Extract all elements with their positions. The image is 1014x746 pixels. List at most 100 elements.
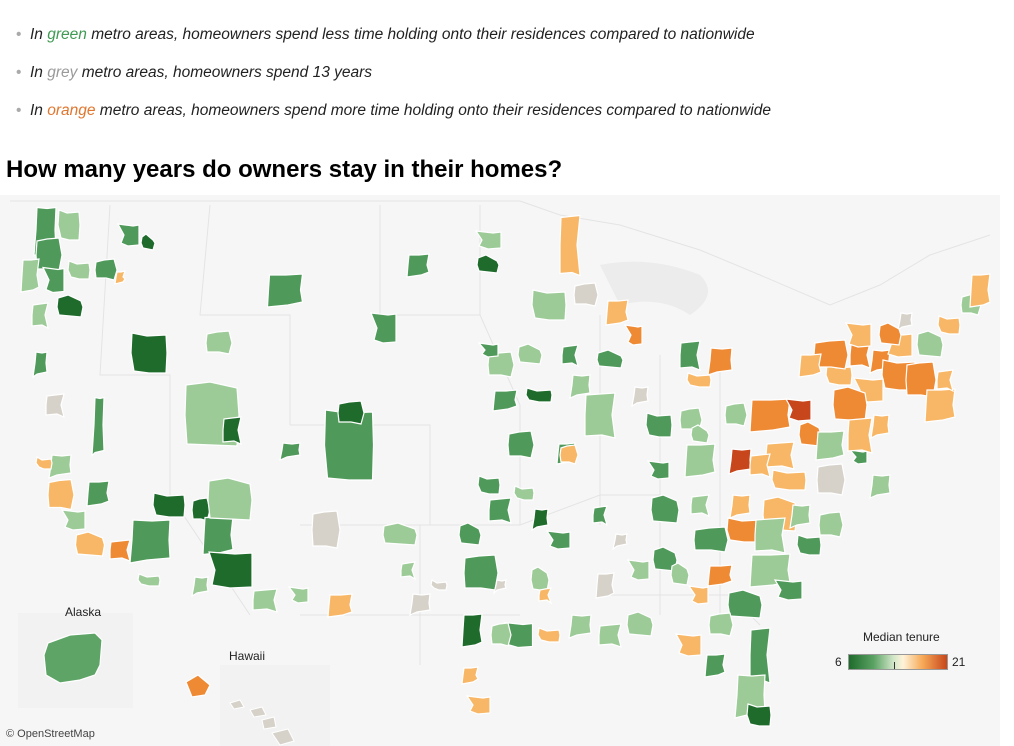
metro-area-dark-green[interactable] xyxy=(130,332,168,374)
metro-area-green[interactable] xyxy=(848,449,868,465)
metro-area-light-orange[interactable] xyxy=(847,417,873,454)
metro-area-light-green[interactable] xyxy=(57,209,81,241)
metro-area-light-green[interactable] xyxy=(869,474,891,499)
metro-area-green[interactable] xyxy=(477,475,501,495)
metro-area-grey[interactable] xyxy=(897,312,913,332)
metro-area-green[interactable] xyxy=(650,494,680,524)
metro-area-dark-orange[interactable] xyxy=(784,398,812,422)
metro-area-light-green[interactable] xyxy=(690,424,710,444)
metro-area-green[interactable] xyxy=(773,579,803,601)
metro-area-light-green[interactable] xyxy=(598,623,622,648)
metro-area-grey[interactable] xyxy=(492,579,507,595)
metro-area-light-green[interactable] xyxy=(531,289,567,321)
metro-area-green[interactable] xyxy=(94,258,118,281)
metro-area-orange[interactable] xyxy=(707,564,733,587)
metro-area-light-orange[interactable] xyxy=(461,666,479,685)
metro-area-light-green[interactable] xyxy=(513,485,535,501)
metro-area-dark-green[interactable] xyxy=(476,254,500,274)
metro-area-light-orange[interactable] xyxy=(537,627,561,643)
metro-area-orange[interactable] xyxy=(878,322,902,346)
metro-area-green[interactable] xyxy=(596,349,624,369)
metro-area-light-orange[interactable] xyxy=(924,388,956,423)
metro-area-light-green[interactable] xyxy=(252,588,278,613)
metro-area-dark-green[interactable] xyxy=(531,508,549,532)
metro-area-dark-green[interactable] xyxy=(208,551,253,589)
metro-area-light-orange[interactable] xyxy=(674,633,702,657)
metro-area-light-orange[interactable] xyxy=(771,469,807,491)
metro-area-light-green[interactable] xyxy=(207,477,253,521)
metro-area-orange[interactable] xyxy=(109,539,131,562)
metro-area-light-green[interactable] xyxy=(20,258,40,293)
metro-area-green[interactable] xyxy=(35,237,63,272)
metro-area-light-orange[interactable] xyxy=(686,372,712,388)
metro-area-dark-green[interactable] xyxy=(461,613,483,648)
openstreetmap-credit[interactable]: © OpenStreetMap xyxy=(6,728,95,740)
metro-area-light-orange[interactable] xyxy=(465,695,491,715)
metro-area-grey[interactable] xyxy=(409,593,431,616)
metro-area-grey[interactable] xyxy=(430,579,448,591)
metro-area-light-orange[interactable] xyxy=(749,453,771,478)
metro-area-light-orange[interactable] xyxy=(937,315,961,335)
metro-area-light-orange[interactable] xyxy=(559,444,579,465)
metro-area-dark-green[interactable] xyxy=(222,416,242,446)
metro-area-light-green[interactable] xyxy=(684,443,716,478)
metro-area-light-green[interactable] xyxy=(584,392,616,439)
metro-area-light-orange[interactable] xyxy=(844,322,872,348)
metro-area-light-orange[interactable] xyxy=(936,369,954,393)
metro-area-orange[interactable] xyxy=(832,386,868,422)
metro-area-light-green[interactable] xyxy=(490,622,512,647)
metro-area-light-green[interactable] xyxy=(626,559,650,581)
metro-area-dark-green[interactable] xyxy=(746,703,772,727)
metro-area-green[interactable] xyxy=(592,505,609,527)
metro-area-light-green[interactable] xyxy=(754,517,786,554)
metro-area-green[interactable] xyxy=(646,460,670,480)
metro-area-light-orange[interactable] xyxy=(870,414,890,440)
metro-area-green[interactable] xyxy=(41,266,65,294)
metro-area-green[interactable] xyxy=(507,430,535,459)
metro-area-light-green[interactable] xyxy=(487,351,515,378)
metro-area-light-orange[interactable] xyxy=(605,299,629,326)
metro-area-light-orange[interactable] xyxy=(969,273,991,308)
metro-area-light-orange[interactable] xyxy=(74,531,106,557)
metro-area-green[interactable] xyxy=(492,389,518,412)
metro-area-green[interactable] xyxy=(477,342,499,358)
metro-area-light-orange[interactable] xyxy=(729,494,751,519)
metro-area-light-green[interactable] xyxy=(31,302,49,330)
metro-area-green[interactable] xyxy=(545,530,571,550)
metro-area-orange[interactable] xyxy=(707,347,733,376)
metro-area-dark-green[interactable] xyxy=(56,294,84,318)
metro-area-light-green[interactable] xyxy=(67,260,91,280)
metro-area-grey[interactable] xyxy=(45,393,65,419)
metro-area-green[interactable] xyxy=(488,497,512,524)
metro-area-light-green[interactable] xyxy=(670,562,690,586)
metro-area-light-green[interactable] xyxy=(789,504,811,529)
metro-area-light-green[interactable] xyxy=(815,430,845,461)
metro-area-light-green[interactable] xyxy=(708,612,734,637)
metro-area-light-green[interactable] xyxy=(690,494,710,518)
metro-area-grey[interactable] xyxy=(573,282,599,307)
metro-area-light-orange[interactable] xyxy=(798,353,822,378)
metro-area-light-green[interactable] xyxy=(400,561,417,581)
metro-area-grey[interactable] xyxy=(612,533,628,551)
metro-area-green[interactable] xyxy=(645,412,673,438)
metro-area-green[interactable] xyxy=(406,253,430,278)
metro-area-green[interactable] xyxy=(279,442,301,462)
metro-area-orange[interactable] xyxy=(623,324,643,346)
metro-area-orange[interactable] xyxy=(749,398,791,433)
metro-area-light-orange[interactable] xyxy=(687,585,709,605)
metro-area-green[interactable] xyxy=(202,515,234,556)
metro-area-green[interactable] xyxy=(463,554,499,591)
us-metro-map[interactable] xyxy=(0,195,1000,746)
metro-area-green[interactable] xyxy=(86,480,110,507)
metro-area-light-green[interactable] xyxy=(137,573,161,587)
metro-area-light-green[interactable] xyxy=(474,230,502,250)
metro-area-light-green[interactable] xyxy=(287,586,309,604)
metro-area-green[interactable] xyxy=(91,396,105,458)
metro-area-light-orange[interactable] xyxy=(47,478,75,511)
metro-area-light-orange[interactable] xyxy=(327,593,353,618)
metro-area-green[interactable] xyxy=(727,589,763,619)
metro-area-light-green[interactable] xyxy=(205,330,233,355)
metro-area-light-green[interactable] xyxy=(517,343,543,365)
metro-area-dark-green[interactable] xyxy=(525,387,553,403)
metro-area-green[interactable] xyxy=(796,534,822,556)
